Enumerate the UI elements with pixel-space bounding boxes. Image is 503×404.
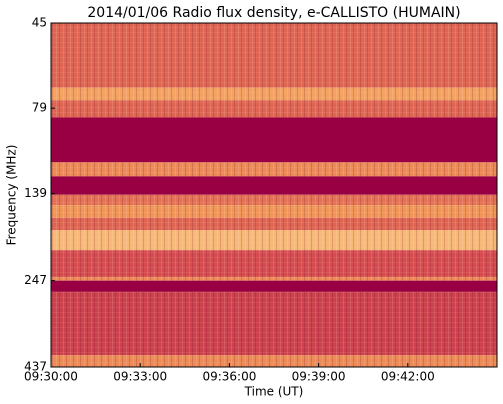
spectrum-band [51,176,497,195]
x-tick-label: 09:36:00 [202,370,256,384]
x-tick-label: 09:39:00 [292,370,346,384]
texture [51,87,497,101]
y-axis-label: Frequency (MHz) [5,145,19,246]
plot-frame [50,22,498,368]
texture [51,205,497,218]
texture [51,194,497,206]
y-tick-label: 79 [32,101,47,115]
plot-area [51,23,497,367]
spectrum-band [51,280,497,292]
texture [51,250,497,277]
texture [51,355,497,367]
texture [51,23,497,88]
y-tick-label: 139 [24,186,47,200]
texture [51,230,497,251]
x-tick-label: 09:30:00 [24,370,78,384]
texture [51,162,497,177]
x-axis-label: Time (UT) [244,385,304,399]
y-tick-label: 45 [32,16,47,30]
texture [51,217,497,231]
y-tick-label: 247 [24,273,47,287]
x-tick-label: 09:33:00 [113,370,167,384]
x-tick-label: 09:42:00 [381,370,435,384]
texture [51,100,497,118]
texture [51,276,497,281]
texture [51,291,497,356]
y-tick-label: 437 [24,360,47,374]
chart-title: 2014/01/06 Radio flux density, e-CALLIST… [87,5,460,21]
spectrum-band [51,117,497,163]
